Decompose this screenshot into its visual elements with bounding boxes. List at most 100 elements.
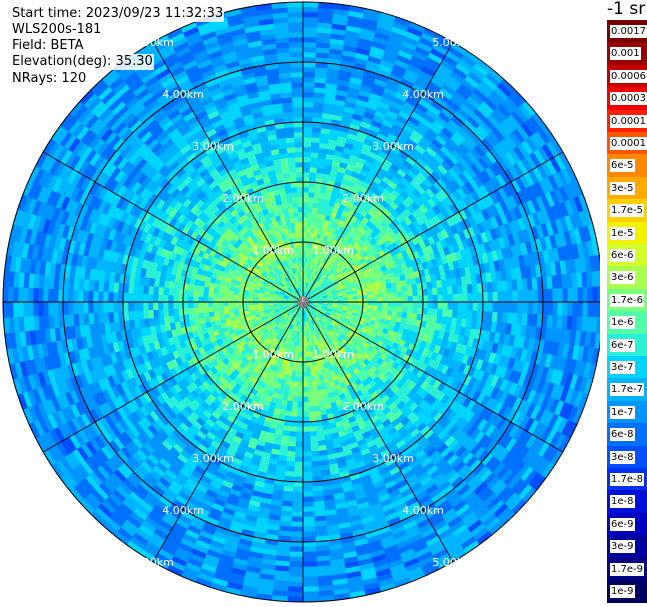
ppi-cell (562, 301, 569, 317)
ppi-cell (357, 301, 364, 306)
ppi-cell (310, 375, 316, 382)
ppi-cell (302, 581, 319, 588)
ppi-cell (461, 310, 468, 320)
ppi-cell (296, 411, 304, 418)
ppi-cell (306, 221, 312, 228)
ppi-cell (362, 294, 369, 300)
ppi-cell (372, 293, 379, 299)
ppi-cell (287, 581, 304, 588)
ppi-cell (302, 586, 319, 593)
ppi-cell (311, 127, 322, 134)
ppi-cell (401, 285, 408, 292)
ppi-cell (308, 411, 316, 418)
ppi-cell (552, 301, 559, 316)
ppi-cell (392, 291, 399, 298)
ppi-cell (308, 401, 315, 408)
ppi-cell (442, 286, 449, 295)
ppi-cell (302, 216, 308, 223)
ppi-cell (312, 112, 324, 119)
ppi-cell (302, 376, 308, 383)
ppi-cell (305, 356, 310, 363)
ppi-cell (307, 211, 313, 218)
ppi-cell (592, 286, 599, 303)
ppi-cell (297, 406, 304, 413)
ppi-cell (302, 136, 312, 143)
ppi-cell (302, 536, 316, 543)
ppi-cell (302, 421, 310, 428)
ppi-cell (452, 293, 459, 303)
ppi-cell (382, 292, 389, 299)
ppi-cell (512, 290, 519, 303)
ppi-cell (310, 441, 319, 448)
ppi-cell (376, 289, 383, 295)
ppi-cell (306, 371, 312, 378)
ppi-cell (432, 301, 439, 310)
ppi-cell (302, 391, 309, 398)
ppi-cell (302, 101, 314, 108)
ppi-cell (302, 131, 313, 138)
ppi-cell (297, 391, 304, 398)
ppi-cell (532, 301, 539, 315)
ppi-cell (313, 400, 320, 407)
ppi-cell (482, 292, 489, 303)
ppi-cell (357, 295, 364, 300)
ppi-cell (302, 561, 318, 568)
ppi-cell (522, 301, 529, 314)
ppi-cell (298, 386, 304, 393)
ppi-cell (289, 426, 297, 433)
ppi-cell (407, 307, 414, 314)
ppi-cell (308, 186, 316, 193)
ppi-cell (456, 309, 463, 319)
ppi-cell (302, 386, 308, 393)
ppi-cell (437, 287, 444, 296)
ppi-cell (302, 516, 315, 523)
ppi-cell (293, 481, 304, 488)
ppi-cell (461, 284, 468, 294)
ppi-cell (387, 297, 394, 303)
ppi-cell (386, 287, 393, 294)
ppi-cell (457, 293, 464, 303)
ppi-cell (305, 346, 309, 353)
ppi-cell (437, 294, 444, 303)
ppi-cell (311, 137, 321, 144)
ppi-cell (377, 297, 384, 303)
ppi-cell (486, 311, 493, 323)
ppi-cell (302, 226, 308, 233)
ppi-cell (311, 385, 318, 392)
ppi-cell (288, 561, 304, 568)
ppi-cell (302, 511, 315, 518)
ppi-cell (288, 566, 304, 573)
ppi-cell (377, 293, 384, 299)
ppi-cell (497, 301, 504, 313)
ppi-cell (372, 301, 379, 307)
ppi-cell (302, 566, 318, 573)
ppi-cell (310, 445, 319, 453)
ppi-cell (387, 306, 394, 312)
ppi-cell (290, 531, 304, 538)
ppi-cell (381, 288, 388, 294)
ppi-cell (517, 290, 524, 303)
ppi-cell (292, 501, 304, 508)
ppi-cell (302, 366, 307, 373)
ppi-cell (412, 289, 419, 297)
ppi-cell (302, 176, 310, 183)
ppi-cell (447, 293, 454, 303)
ppi-cell (293, 386, 299, 393)
ppi-cell (302, 121, 313, 128)
ppi-cell (302, 406, 309, 413)
ppi-cell (547, 288, 554, 303)
ppi-cell (347, 296, 354, 300)
ppi-cell (309, 431, 318, 438)
ppi-cell (290, 536, 304, 543)
ppi-cell (307, 386, 313, 393)
ppi-cell (412, 301, 419, 309)
ppi-cell (391, 286, 398, 293)
ppi-cell (532, 289, 539, 303)
ppi-cell (427, 294, 434, 303)
ppi-cell (295, 431, 304, 438)
ppi-cell (306, 376, 312, 383)
ppi-cell (291, 401, 298, 408)
ppi-cell (307, 206, 314, 213)
ppi-cell (517, 301, 524, 314)
ppi-cell (471, 310, 478, 321)
